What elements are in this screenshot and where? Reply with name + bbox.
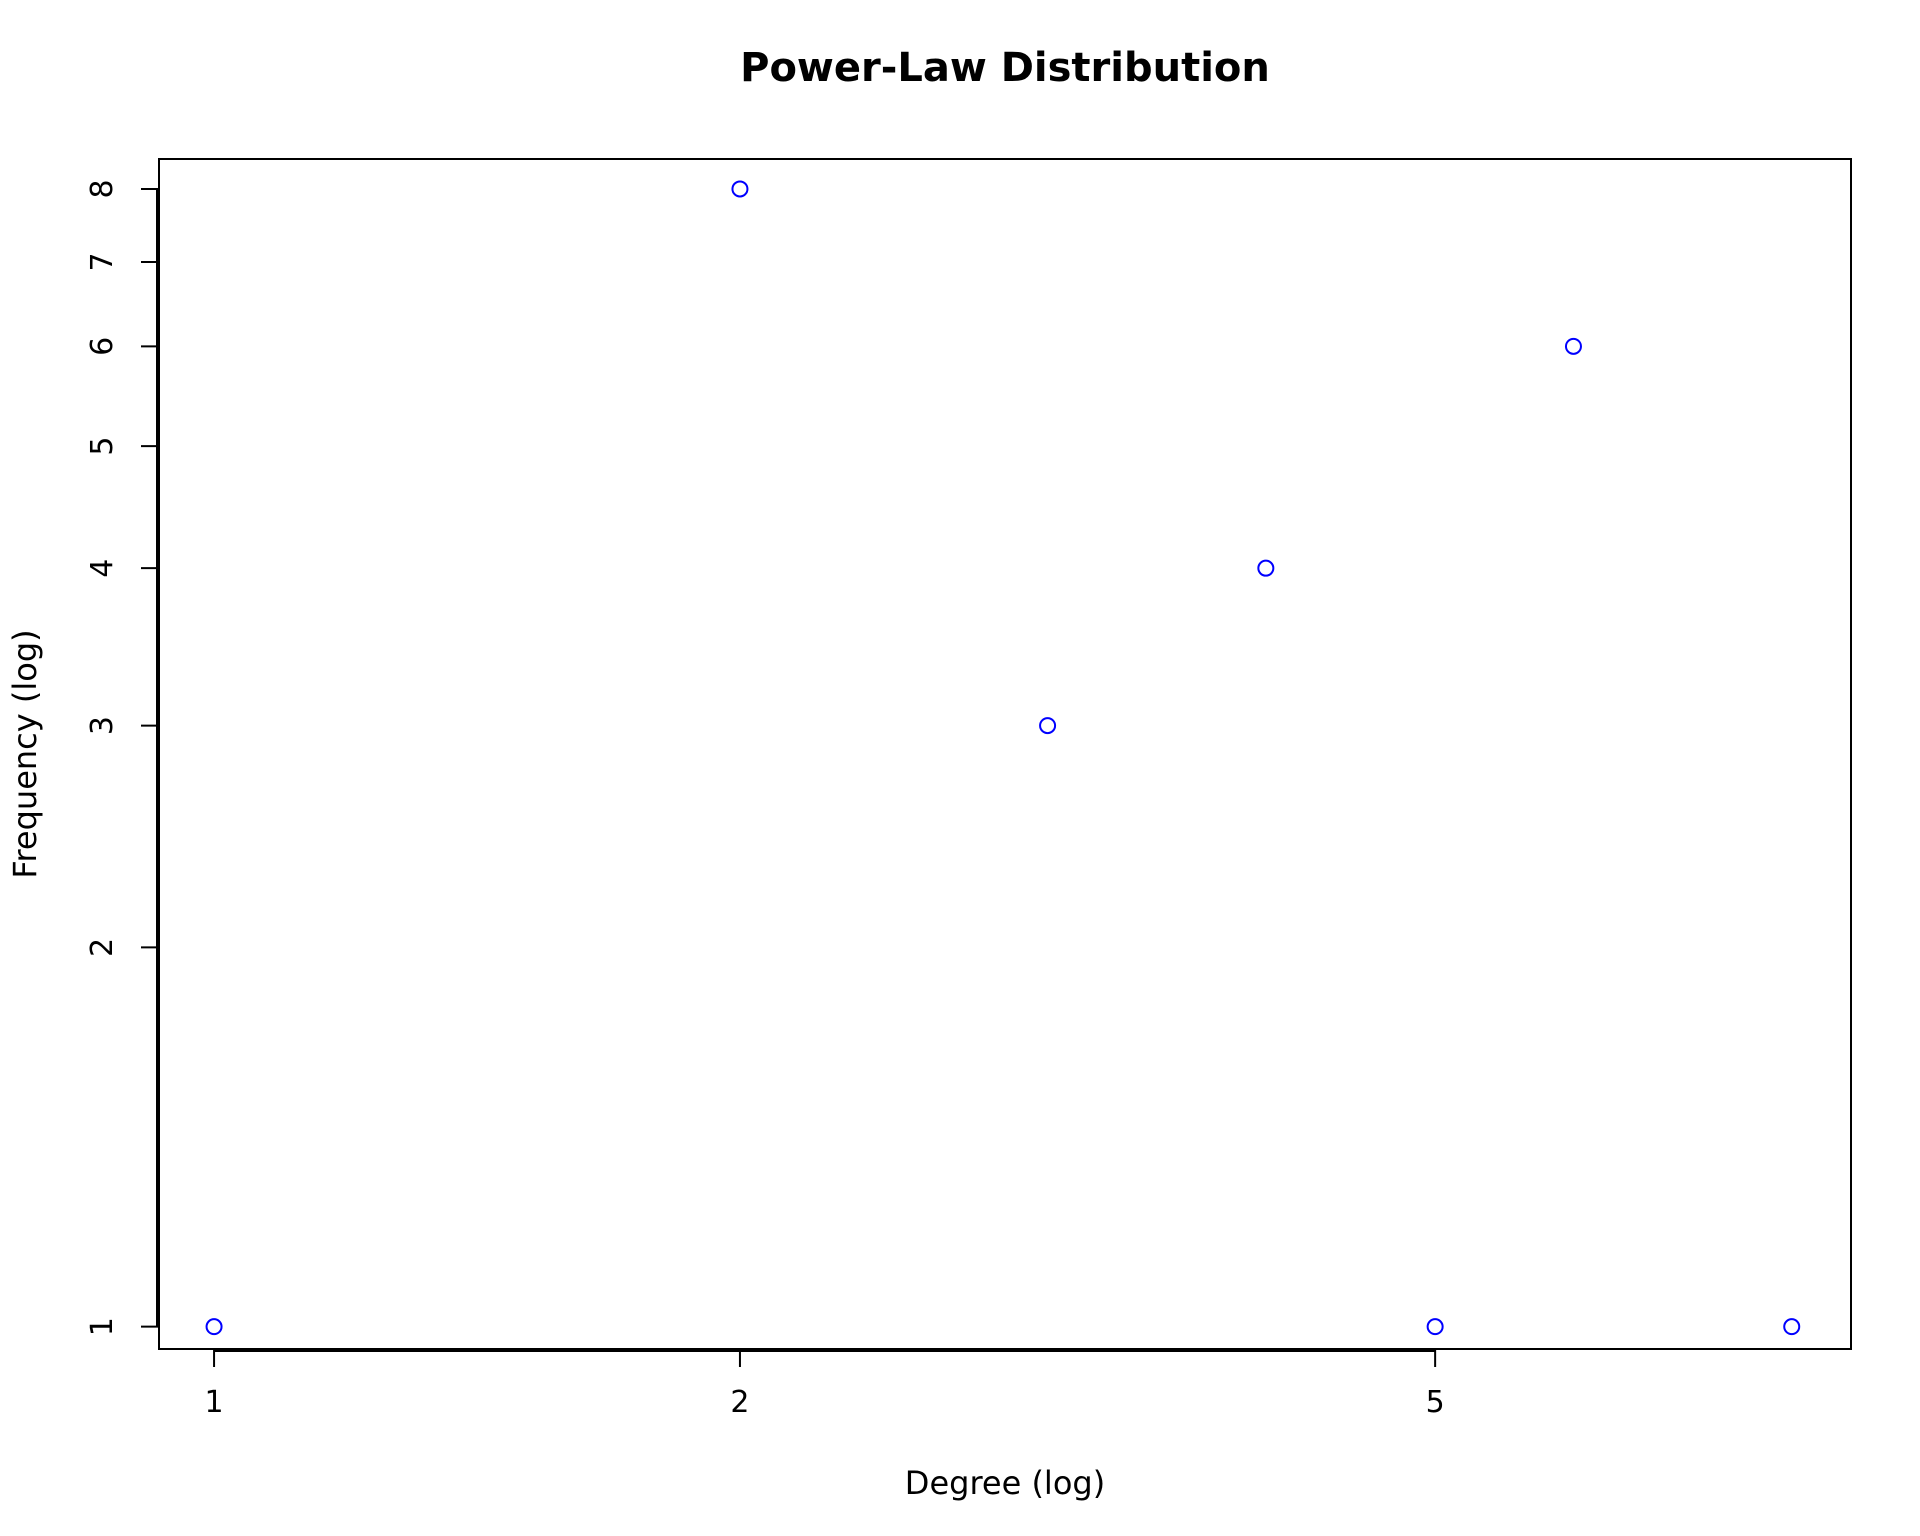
data-point-3 bbox=[1039, 717, 1057, 735]
data-point-5 bbox=[1426, 1318, 1444, 1336]
data-point-4 bbox=[1257, 559, 1275, 577]
y-tick-label-8: 8 bbox=[85, 179, 120, 198]
data-point-7 bbox=[1783, 1318, 1801, 1336]
y-tick-label-3: 3 bbox=[85, 716, 120, 735]
data-point-1 bbox=[205, 1318, 223, 1336]
x-tick-label-2: 2 bbox=[730, 1385, 749, 1420]
y-tick-label-5: 5 bbox=[85, 437, 120, 456]
x-axis: 1 2 5 bbox=[205, 1349, 1445, 1420]
y-tick-label-4: 4 bbox=[85, 559, 120, 578]
x-axis-label: Degree (log) bbox=[905, 1464, 1105, 1502]
x-tick-label-1: 1 bbox=[205, 1385, 224, 1420]
data-points bbox=[205, 180, 1801, 1336]
y-tick-label-6: 6 bbox=[85, 337, 120, 356]
data-point-6 bbox=[1564, 337, 1582, 355]
plot-area-frame bbox=[158, 158, 1852, 1350]
data-point-2 bbox=[731, 180, 749, 198]
y-tick-label-2: 2 bbox=[85, 938, 120, 957]
chart-title: Power-Law Distribution bbox=[740, 45, 1270, 91]
y-tick-label-7: 7 bbox=[85, 252, 120, 271]
x-tick-label-5: 5 bbox=[1426, 1385, 1445, 1420]
y-tick-label-1: 1 bbox=[85, 1317, 120, 1336]
y-axis-label: Frequency (log) bbox=[6, 629, 44, 878]
y-axis: 1 2 3 4 5 6 7 8 bbox=[85, 179, 159, 1336]
